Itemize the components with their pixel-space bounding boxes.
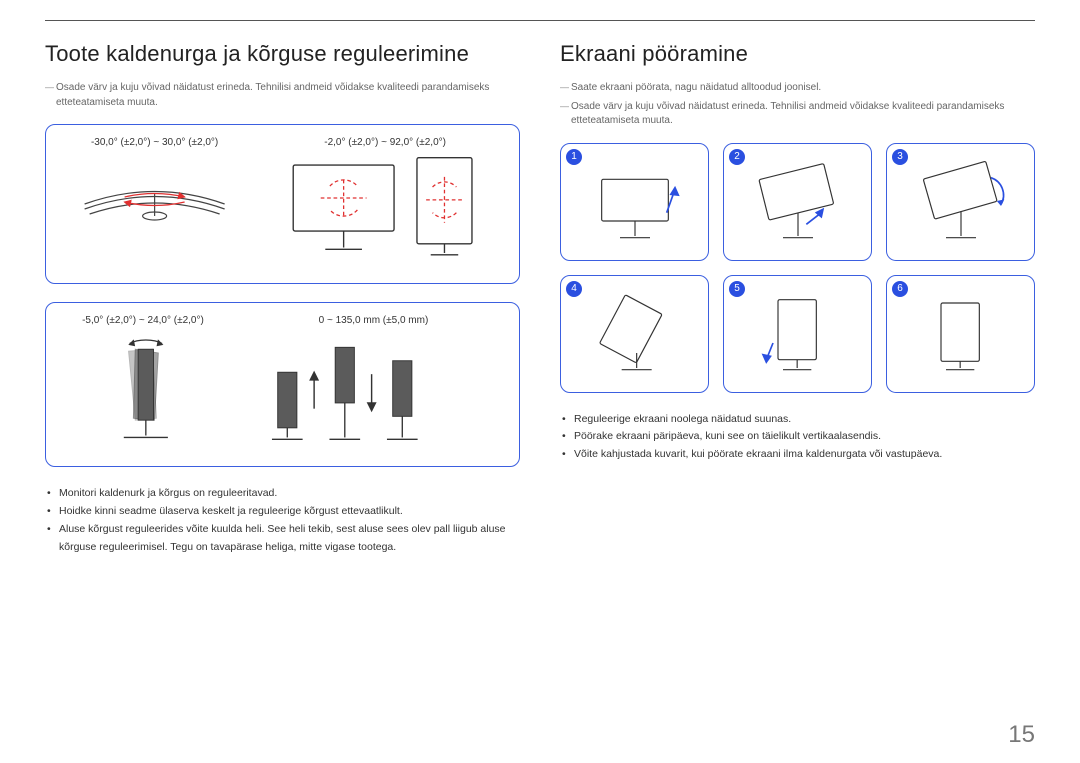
panel-tilt-height: -5,0° (±2,0°) ~ 24,0° (±2,0°) xyxy=(45,302,520,467)
height-diagram xyxy=(244,332,503,447)
step-badge-1: 1 xyxy=(566,149,582,165)
step5-fig xyxy=(748,290,848,386)
swivel-diagram xyxy=(62,154,247,234)
left-column: Toote kaldenurga ja kõrguse reguleerimin… xyxy=(45,41,520,556)
step4-fig xyxy=(585,290,685,386)
tilt-diagram xyxy=(62,332,224,447)
rotation-step-3: 3 xyxy=(886,143,1035,261)
step2-fig xyxy=(748,158,848,254)
height-range-label: 0 ~ 135,0 mm (±5,0 mm) xyxy=(244,315,503,326)
tilt-range-label: -5,0° (±2,0°) ~ 24,0° (±2,0°) xyxy=(62,315,224,326)
step-badge-4: 4 xyxy=(566,281,582,297)
left-heading: Toote kaldenurga ja kõrguse reguleerimin… xyxy=(45,41,520,67)
rotation-step-5: 5 xyxy=(723,275,872,393)
rotation-step-1: 1 xyxy=(560,143,709,261)
right-heading: Ekraani pööramine xyxy=(560,41,1035,67)
step-badge-2: 2 xyxy=(729,149,745,165)
right-note-1: Saate ekraani pöörata, nagu näidatud all… xyxy=(560,81,1035,96)
step6-fig xyxy=(911,290,1011,386)
pivot-range-label: -2,0° (±2,0°) ~ 92,0° (±2,0°) xyxy=(267,137,503,148)
left-bullet-1: Monitori kaldenurk ja kõrgus on reguleer… xyxy=(45,485,520,503)
swivel-range-label: -30,0° (±2,0°) ~ 30,0° (±2,0°) xyxy=(62,137,247,148)
rotation-step-6: 6 xyxy=(886,275,1035,393)
step-badge-6: 6 xyxy=(892,281,908,297)
left-bullet-3: Aluse kõrgust reguleerides võite kuulda … xyxy=(45,521,520,557)
step-badge-3: 3 xyxy=(892,149,908,165)
rotation-step-4: 4 xyxy=(560,275,709,393)
right-bullet-3: Võite kahjustada kuvarit, kui pöörate ek… xyxy=(560,446,1035,464)
pivot-diagram xyxy=(267,154,503,264)
right-bullet-2: Pöörake ekraani päripäeva, kuni see on t… xyxy=(560,428,1035,446)
page-number: 15 xyxy=(1008,721,1035,749)
right-column: Ekraani pööramine Saate ekraani pöörata,… xyxy=(560,41,1035,556)
left-note-1: Osade värv ja kuju võivad näidatust erin… xyxy=(45,81,520,110)
rotation-step-grid: 1 2 xyxy=(560,143,1035,393)
left-bullet-2: Hoidke kinni seadme ülaserva keskelt ja … xyxy=(45,503,520,521)
rotation-step-2: 2 xyxy=(723,143,872,261)
right-bullets: Reguleerige ekraani noolega näidatud suu… xyxy=(560,411,1035,465)
step3-fig xyxy=(911,158,1011,254)
left-bullets: Monitori kaldenurk ja kõrgus on reguleer… xyxy=(45,485,520,556)
right-bullet-1: Reguleerige ekraani noolega näidatud suu… xyxy=(560,411,1035,429)
panel-swivel-pivot: -30,0° (±2,0°) ~ 30,0° (±2,0°) xyxy=(45,124,520,284)
right-note-2: Osade värv ja kuju võivad näidatust erin… xyxy=(560,100,1035,129)
step-badge-5: 5 xyxy=(729,281,745,297)
step1-fig xyxy=(585,158,685,254)
